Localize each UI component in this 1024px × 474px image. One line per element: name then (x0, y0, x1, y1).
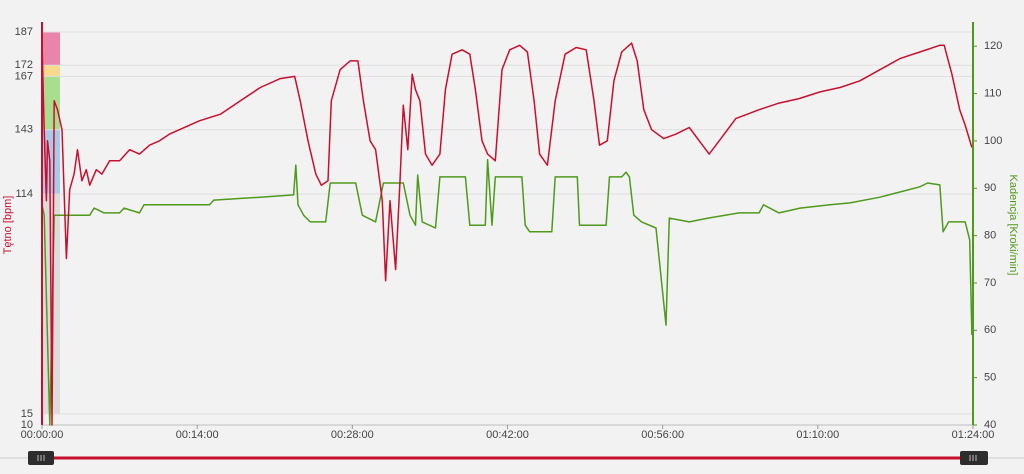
y-axis-label: Tętno [bpm] (2, 196, 14, 255)
y2-tick-label: 90 (984, 182, 996, 194)
y2-axis-label: Kadencja [Kroki/min] (1007, 175, 1019, 276)
y2-tick-label: 100 (984, 135, 1002, 147)
y2-tick-label: 70 (984, 277, 996, 289)
y2-tick-label: 50 (984, 372, 996, 384)
y2-tick-label: 80 (984, 230, 996, 242)
x-tick-label: 00:42:00 (486, 429, 529, 441)
slider-grips (37, 455, 977, 461)
y2-tick-label: 40 (984, 419, 996, 431)
x-tick-label: 00:28:00 (331, 429, 374, 441)
x-tick-label: 01:24:00 (952, 429, 995, 441)
y-tick-label: 114 (15, 188, 33, 200)
x-tick-label: 00:56:00 (641, 429, 684, 441)
x-tick-label: 00:14:00 (176, 429, 219, 441)
y2-tick-label: 110 (984, 87, 1002, 99)
y-tick-label: 167 (15, 70, 33, 82)
zone-band (42, 32, 60, 66)
x-tick-label: 00:00:00 (21, 429, 64, 441)
y2-tick-label: 60 (984, 324, 996, 336)
zone-band (42, 65, 60, 77)
range-slider[interactable] (0, 451, 1024, 465)
zone-band (42, 76, 60, 130)
y-tick-label: 143 (15, 124, 33, 136)
y-tick-label: 172 (15, 59, 33, 71)
y-tick-label: 187 (15, 26, 33, 38)
series-line (41, 159, 973, 426)
slider-handle-right[interactable] (960, 451, 988, 465)
y-tick-label: 10 (21, 419, 33, 431)
x-tick-label: 01:10:00 (796, 429, 839, 441)
y2-tick-label: 120 (984, 40, 1002, 52)
y-tick-label: 15 (21, 408, 33, 420)
series-line (41, 40, 973, 426)
